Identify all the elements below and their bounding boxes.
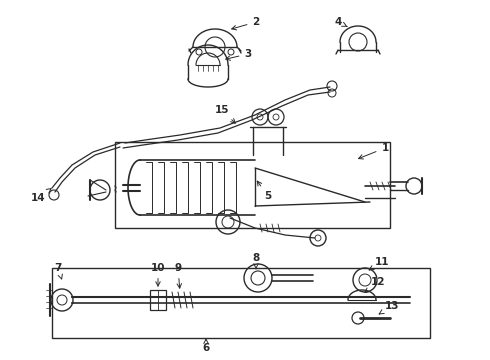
Bar <box>52 268 430 338</box>
Text: 3: 3 <box>226 49 252 60</box>
Text: 1: 1 <box>359 143 389 159</box>
Text: 8: 8 <box>252 253 260 269</box>
Text: 4: 4 <box>334 17 347 27</box>
Text: 14: 14 <box>31 189 51 203</box>
Text: 9: 9 <box>174 263 182 288</box>
Text: 13: 13 <box>379 301 399 314</box>
Bar <box>150 290 166 310</box>
Text: 2: 2 <box>232 17 260 30</box>
Text: 15: 15 <box>215 105 235 123</box>
Text: 10: 10 <box>151 263 165 286</box>
Text: 7: 7 <box>54 263 62 279</box>
Text: 12: 12 <box>365 277 385 293</box>
Bar <box>115 142 390 228</box>
Text: 5: 5 <box>257 181 271 201</box>
Text: 6: 6 <box>202 339 210 353</box>
Text: 11: 11 <box>369 257 389 270</box>
